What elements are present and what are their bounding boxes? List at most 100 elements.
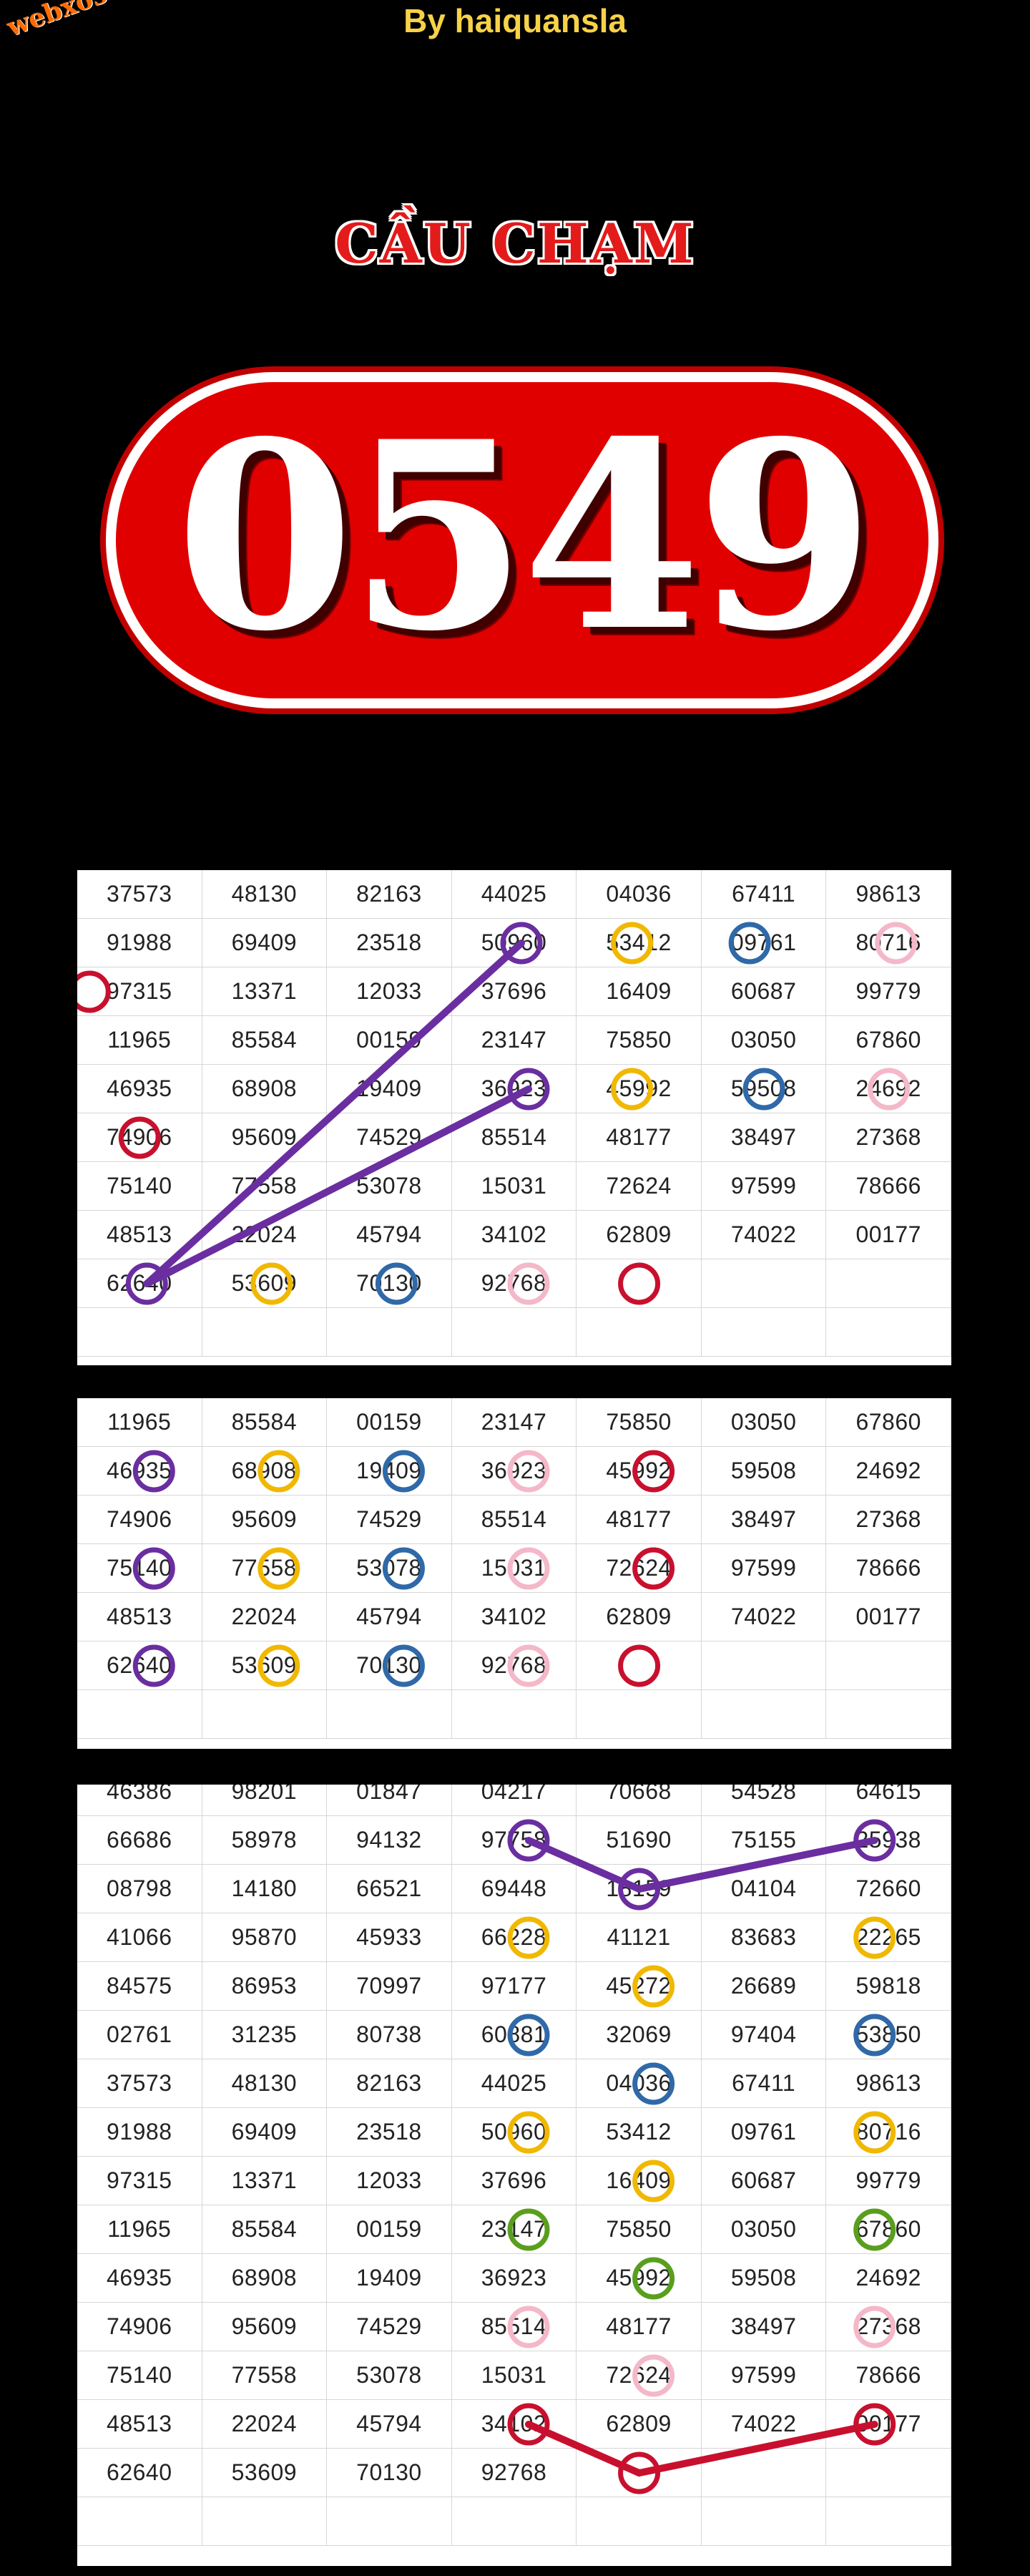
table-cell: 26689 bbox=[701, 1962, 827, 2011]
table-cell bbox=[826, 2497, 951, 2546]
table-cell: 19409 bbox=[327, 1447, 452, 1496]
table-cell: 34102 bbox=[451, 1211, 577, 1259]
table-cell: 80738 bbox=[327, 2011, 452, 2059]
table-cell: 23147 bbox=[451, 1016, 577, 1065]
table-cell: 45794 bbox=[327, 1593, 452, 1641]
table-cell: 51690 bbox=[577, 1816, 702, 1865]
table-cell: 75140 bbox=[77, 1544, 202, 1593]
table-cell bbox=[826, 1259, 951, 1308]
table-cell: 36923 bbox=[451, 1447, 577, 1496]
table-cell: 00177 bbox=[826, 2400, 951, 2449]
table-cell: 53609 bbox=[202, 1259, 328, 1308]
table-cell: 75140 bbox=[77, 1162, 202, 1211]
table-cell: 22024 bbox=[202, 2400, 328, 2449]
table-cell: 14180 bbox=[202, 1865, 328, 1913]
table-cell: 03050 bbox=[701, 2205, 827, 2254]
table-cell: 68908 bbox=[202, 1065, 328, 1113]
table-cell: 84575 bbox=[77, 1962, 202, 2011]
table-cell: 91988 bbox=[77, 2108, 202, 2157]
table-cell: 53412 bbox=[577, 919, 702, 967]
table-cell: 16409 bbox=[577, 967, 702, 1016]
table-cell bbox=[451, 1308, 577, 1357]
table-cell: 48130 bbox=[202, 870, 328, 919]
table-cell: 45794 bbox=[327, 2400, 452, 2449]
table-cell: 69448 bbox=[451, 1865, 577, 1913]
table-cell bbox=[577, 2497, 702, 2546]
table-cell: 50960 bbox=[451, 2108, 577, 2157]
table-cell: 59508 bbox=[701, 1447, 827, 1496]
table-cell: 53412 bbox=[577, 2108, 702, 2157]
table-cell: 74022 bbox=[701, 1593, 827, 1641]
table-cell: 72624 bbox=[577, 1162, 702, 1211]
table-cell: 08798 bbox=[77, 1865, 202, 1913]
table-cell bbox=[826, 1641, 951, 1690]
table-cell: 45992 bbox=[577, 2254, 702, 2303]
results-table-1: 37573 48130 82163 44025 04036 67411 98613 91988… bbox=[77, 870, 951, 1365]
table-cell: 48177 bbox=[577, 1113, 702, 1162]
table-cell: 04036 bbox=[577, 2059, 702, 2108]
table-cell bbox=[77, 1690, 202, 1739]
table-cell: 62640 bbox=[77, 1641, 202, 1690]
table-cell: 38497 bbox=[701, 2303, 827, 2351]
table-cell: 48177 bbox=[577, 2303, 702, 2351]
table-cell bbox=[202, 2497, 328, 2546]
table-cell: 86953 bbox=[202, 1962, 328, 2011]
table-cell: 74022 bbox=[701, 1211, 827, 1259]
table-cell: 62640 bbox=[77, 1259, 202, 1308]
table-cell: 46935 bbox=[77, 1065, 202, 1113]
table-cell bbox=[327, 2497, 452, 2546]
table-cell: 23518 bbox=[327, 919, 452, 967]
table-cell bbox=[701, 1690, 827, 1739]
table-cell: 46935 bbox=[77, 1447, 202, 1496]
table-cell: 74022 bbox=[701, 2400, 827, 2449]
table-cell: 11965 bbox=[77, 1398, 202, 1447]
table-cell: 37696 bbox=[451, 967, 577, 1016]
table-cell: 45992 bbox=[577, 1065, 702, 1113]
table-cell bbox=[77, 2497, 202, 2546]
table-cell: 69409 bbox=[202, 2108, 328, 2157]
table-cell: 62809 bbox=[577, 2400, 702, 2449]
table-cell: 19409 bbox=[327, 2254, 452, 2303]
table-cell: 53078 bbox=[327, 2351, 452, 2400]
table-cell: 23147 bbox=[451, 1398, 577, 1447]
table-cell: 70130 bbox=[327, 1641, 452, 1690]
table-cell: 09761 bbox=[701, 919, 827, 967]
table-cell: 13371 bbox=[202, 967, 328, 1016]
table-cell: 53078 bbox=[327, 1544, 452, 1593]
table-cell: 70130 bbox=[327, 2449, 452, 2497]
table-cell: 60881 bbox=[451, 2011, 577, 2059]
table-cell bbox=[701, 1308, 827, 1357]
table-cell: 75155 bbox=[701, 1816, 827, 1865]
table-cell: 92768 bbox=[451, 1641, 577, 1690]
table-cell: 95609 bbox=[202, 1113, 328, 1162]
table-cell: 72660 bbox=[826, 1865, 951, 1913]
table-cell: 03050 bbox=[701, 1016, 827, 1065]
table-cell: 36923 bbox=[451, 1065, 577, 1113]
table-cell: 34102 bbox=[451, 1593, 577, 1641]
table-cell: 97758 bbox=[451, 1816, 577, 1865]
table-cell bbox=[202, 1308, 328, 1357]
table-cell bbox=[577, 1308, 702, 1357]
table-cell bbox=[451, 2497, 577, 2546]
table-cell: 59508 bbox=[701, 2254, 827, 2303]
table-cell bbox=[826, 1308, 951, 1357]
table-cell: 77558 bbox=[202, 1162, 328, 1211]
table-cell: 72624 bbox=[577, 2351, 702, 2400]
table-cell: 92768 bbox=[451, 1259, 577, 1308]
table-cell: 97599 bbox=[701, 1544, 827, 1593]
results-grid-3: 46386 98201 01847 04217 70668 54528 64615 66686… bbox=[77, 1785, 951, 2546]
table-cell: 22024 bbox=[202, 1211, 328, 1259]
table-cell: 95609 bbox=[202, 2303, 328, 2351]
table-cell bbox=[451, 1690, 577, 1739]
table-cell: 44025 bbox=[451, 2059, 577, 2108]
table-cell bbox=[327, 1690, 452, 1739]
table-cell: 54528 bbox=[701, 1785, 827, 1816]
table-cell: 18159 bbox=[577, 1865, 702, 1913]
table-cell: 53078 bbox=[327, 1162, 452, 1211]
table-cell bbox=[577, 1690, 702, 1739]
table-cell: 99779 bbox=[826, 967, 951, 1016]
table-cell: 74906 bbox=[77, 1496, 202, 1544]
table-cell: 48513 bbox=[77, 1211, 202, 1259]
table-cell: 62640 bbox=[77, 2449, 202, 2497]
table-cell: 48177 bbox=[577, 1496, 702, 1544]
